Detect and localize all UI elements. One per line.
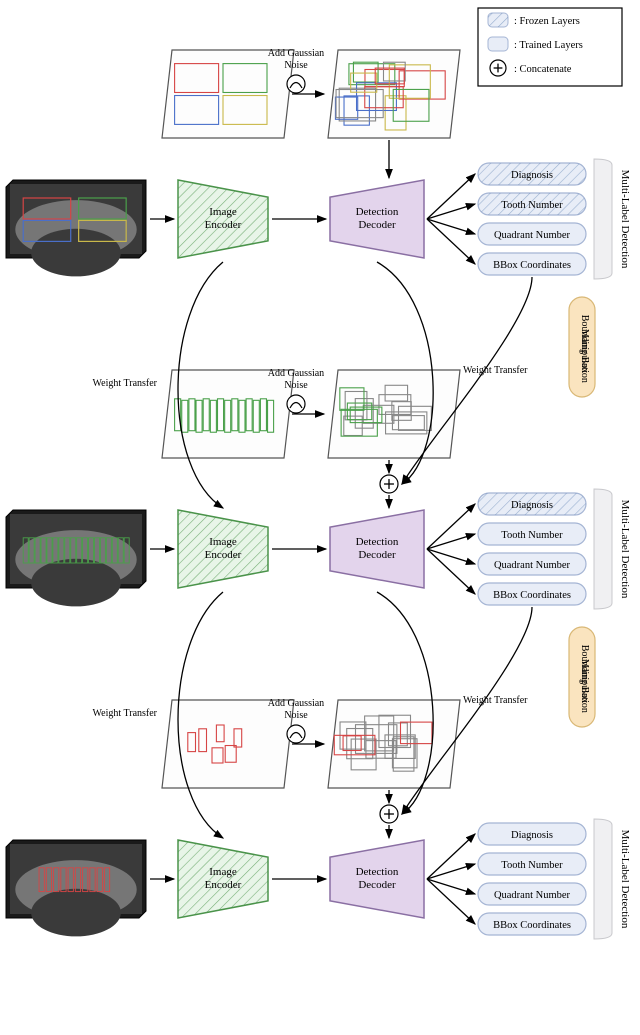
svg-text:BBox Coordinates: BBox Coordinates (493, 920, 571, 931)
svg-text:BBox Coordinates: BBox Coordinates (493, 260, 571, 271)
svg-text:Encoder: Encoder (205, 219, 242, 231)
svg-text:Noise: Noise (284, 710, 308, 721)
svg-text:Multi-Label Detection: Multi-Label Detection (619, 830, 631, 929)
svg-text:Diagnosis: Diagnosis (511, 830, 553, 841)
svg-text:Decoder: Decoder (358, 549, 396, 561)
svg-text:Add Gaussian: Add Gaussian (268, 368, 324, 379)
svg-text:Quadrant Number: Quadrant Number (494, 560, 571, 571)
svg-text:Detection: Detection (356, 206, 399, 218)
svg-text:Tooth Number: Tooth Number (501, 860, 563, 871)
svg-text:Image: Image (209, 206, 237, 218)
svg-text:Multi-Label Detection: Multi-Label Detection (619, 500, 631, 599)
svg-text:Noise: Noise (284, 60, 308, 71)
svg-text:Multi-Label Detection: Multi-Label Detection (619, 170, 631, 269)
svg-text:Weight Transfer: Weight Transfer (93, 378, 158, 389)
svg-text:Image: Image (209, 866, 237, 878)
svg-text:: Frozen Layers: : Frozen Layers (514, 16, 580, 27)
svg-text:Encoder: Encoder (205, 879, 242, 891)
svg-text:Diagnosis: Diagnosis (511, 170, 553, 181)
svg-text:: Concatenate: : Concatenate (514, 64, 572, 75)
svg-text:Detection: Detection (356, 536, 399, 548)
svg-text:Diagnosis: Diagnosis (511, 500, 553, 511)
svg-text:Tooth Number: Tooth Number (501, 530, 563, 541)
svg-text:Quadrant Number: Quadrant Number (494, 230, 571, 241)
svg-text:Decoder: Decoder (358, 879, 396, 891)
svg-text:Tooth Number: Tooth Number (501, 200, 563, 211)
svg-text:Weight Transfer: Weight Transfer (463, 365, 528, 376)
svg-text:Weight Transfer: Weight Transfer (93, 708, 158, 719)
svg-text:Add Gaussian: Add Gaussian (268, 48, 324, 59)
svg-text:Add Gaussian: Add Gaussian (268, 698, 324, 709)
svg-text:Image: Image (209, 536, 237, 548)
svg-text:BBox Coordinates: BBox Coordinates (493, 590, 571, 601)
svg-text:Quadrant Number: Quadrant Number (494, 890, 571, 901)
svg-text:Detection: Detection (356, 866, 399, 878)
svg-text:Encoder: Encoder (205, 549, 242, 561)
svg-text:Manipulation: Manipulation (579, 659, 590, 713)
architecture-diagram: : Frozen Layers : Trained Layers : Concate… (0, 0, 640, 1035)
svg-text:Decoder: Decoder (358, 219, 396, 231)
svg-text:Noise: Noise (284, 380, 308, 391)
svg-text:: Trained Layers: : Trained Layers (514, 40, 583, 51)
svg-text:Manipulation: Manipulation (579, 329, 590, 383)
svg-text:Weight Transfer: Weight Transfer (463, 695, 528, 706)
